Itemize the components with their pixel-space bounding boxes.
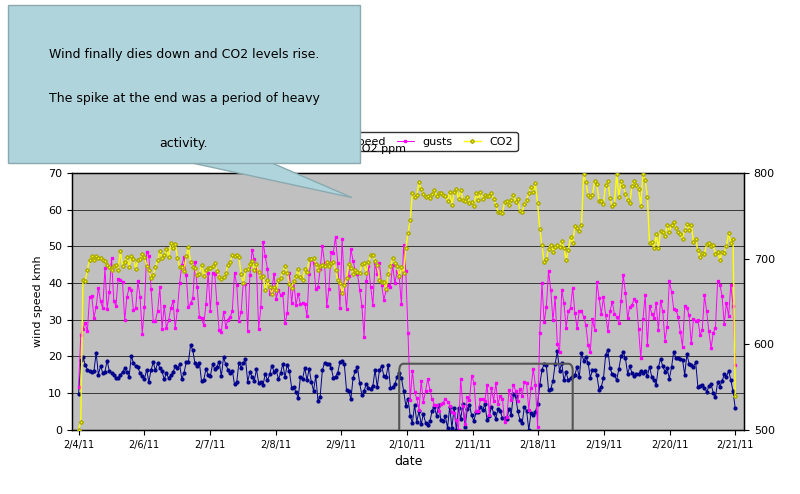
CO2 [462, 194, 472, 200]
ave speed [76, 357, 86, 363]
gusts [74, 384, 83, 390]
Line: CO2: CO2 [77, 172, 737, 431]
Text: Wind finally dies down and CO2 levels rise.: Wind finally dies down and CO2 levels ri… [49, 48, 319, 61]
Text: CO2 ppm: CO2 ppm [354, 144, 406, 154]
Line: ave speed: ave speed [77, 344, 737, 431]
CO2 [476, 189, 486, 195]
CO2 [465, 200, 474, 206]
ave speed [469, 418, 478, 424]
Y-axis label: wind speed kmh: wind speed kmh [33, 255, 42, 347]
CO2 [74, 427, 83, 433]
gusts [76, 332, 86, 338]
ave speed [631, 371, 641, 377]
CO2 [76, 419, 86, 425]
ave speed [74, 391, 83, 397]
Text: The spike at the end was a period of heavy: The spike at the end was a period of hea… [49, 92, 319, 105]
gusts [469, 379, 478, 385]
ave speed [480, 401, 490, 407]
ave speed [730, 405, 740, 411]
gusts [631, 298, 641, 304]
Line: gusts: gusts [77, 235, 737, 431]
ave speed [451, 427, 461, 433]
gusts [454, 427, 463, 433]
gusts [674, 314, 683, 320]
CO2 [671, 225, 681, 231]
gusts [330, 234, 340, 240]
Text: activity.: activity. [160, 137, 208, 150]
CO2 [730, 393, 740, 399]
Legend: ave speed, gusts, CO2: ave speed, gusts, CO2 [298, 132, 518, 151]
ave speed [186, 342, 195, 348]
CO2 [638, 171, 648, 177]
X-axis label: date: date [394, 455, 422, 468]
gusts [480, 398, 490, 404]
ave speed [467, 412, 477, 418]
CO2 [627, 183, 637, 189]
gusts [467, 373, 477, 379]
ave speed [674, 356, 683, 362]
gusts [730, 363, 740, 369]
